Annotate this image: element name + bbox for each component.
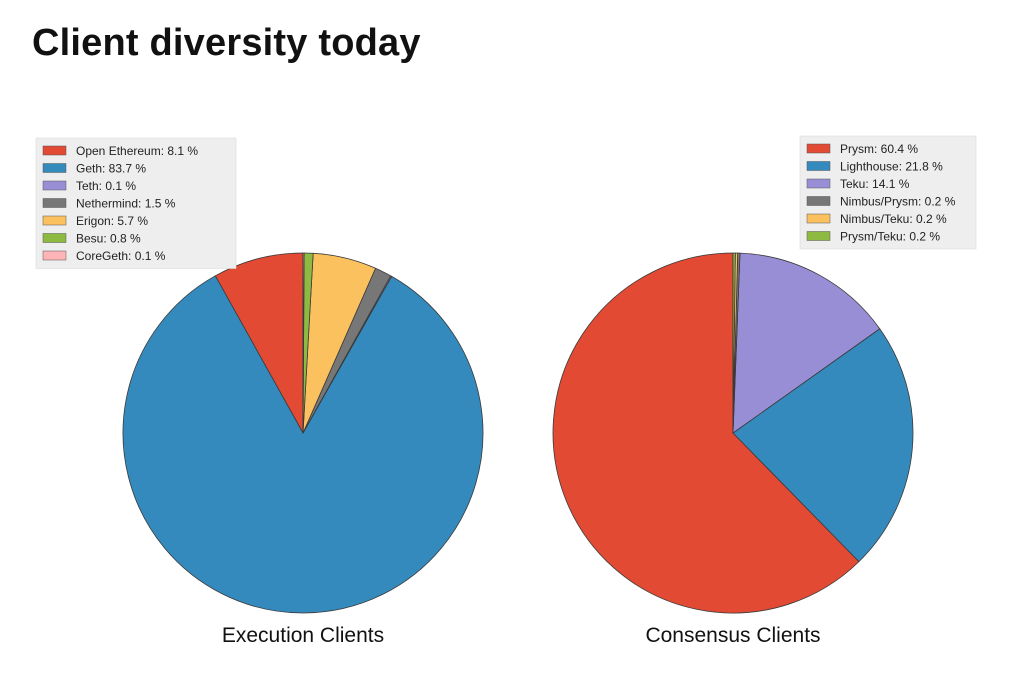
legend-label-geth: Geth: 83.7 %	[76, 162, 146, 176]
legend-label-lighthouse: Lighthouse: 21.8 %	[840, 160, 943, 174]
legend-label-erigon: Erigon: 5.7 %	[76, 214, 148, 228]
legend-swatch-teku	[806, 178, 831, 189]
legend-label-teth: Teth: 0.1 %	[76, 179, 136, 193]
legend-label-open-ethereum: Open Ethereum: 8.1 %	[76, 144, 198, 158]
page-title: Client diversity today	[32, 22, 421, 64]
legend-swatch-nimbus-prysm	[806, 196, 831, 206]
pie-slice-open-ethereum	[214, 252, 304, 434]
legend-swatch-teth	[42, 180, 67, 191]
legend-label-besu: Besu: 0.8 %	[76, 232, 141, 246]
execution-clients-chart: Open Ethereum: 8.1 % Geth: 83.7 % Teth: 0.…	[35, 137, 484, 647]
legend-label-nimbus-prysm: Nimbus/Prysm: 0.2 %	[840, 195, 956, 209]
legend-swatch-prysm-teku	[806, 231, 831, 241]
legend-label-nimbus-teku: Nimbus/Teku: 0.2 %	[840, 212, 947, 226]
execution-chart-label: Execution Clients	[222, 624, 384, 647]
legend-swatch-geth	[42, 163, 67, 173]
legend-box	[35, 137, 237, 269]
pie-slice-prysm	[552, 252, 860, 614]
legend-swatch-besu	[42, 233, 67, 243]
legend-swatch-prysm	[806, 143, 831, 154]
consensus-pie	[552, 252, 914, 614]
execution-pie	[122, 252, 484, 614]
legend-label-prysm-teku: Prysm/Teku: 0.2 %	[840, 230, 940, 244]
legend-swatch-lighthouse	[806, 161, 831, 171]
legend-label-teku: Teku: 14.1 %	[840, 177, 910, 191]
legend-swatch-erigon	[42, 215, 67, 226]
pie-slice-prysm-teku	[732, 252, 736, 434]
legend-swatch-coregeth	[42, 250, 67, 261]
legend-label-coregeth: CoreGeth: 0.1 %	[76, 249, 166, 263]
legend-swatch-nethermind	[42, 198, 67, 208]
legend-box	[799, 135, 977, 250]
legend-swatch-open-ethereum	[42, 145, 67, 156]
pie-slice-coregeth	[302, 252, 305, 434]
consensus-legend: Prysm: 60.4 % Lighthouse: 21.8 % Teku: 14.…	[799, 135, 977, 250]
pie-slice-geth	[122, 275, 484, 614]
consensus-clients-chart: Prysm: 60.4 % Lighthouse: 21.8 % Teku: 14.…	[552, 135, 977, 647]
legend-label-nethermind: Nethermind: 1.5 %	[76, 197, 176, 211]
legend-swatch-nimbus-teku	[806, 213, 831, 224]
legend-label-prysm: Prysm: 60.4 %	[840, 142, 918, 156]
pie-slice-lighthouse	[732, 328, 914, 563]
consensus-chart-label: Consensus Clients	[645, 624, 820, 647]
execution-legend: Open Ethereum: 8.1 % Geth: 83.7 % Teth: 0.…	[35, 137, 237, 269]
pie-slice-teku	[732, 252, 881, 434]
